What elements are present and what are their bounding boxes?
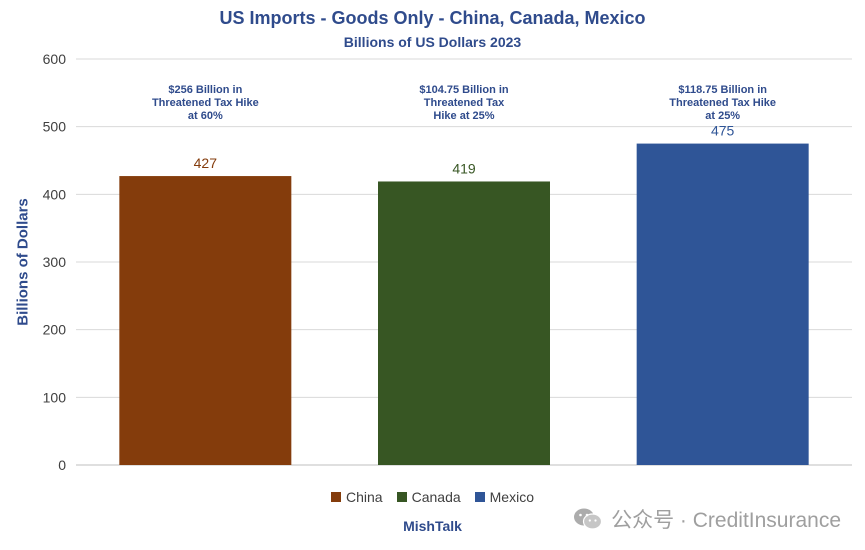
bar-canada <box>378 181 550 465</box>
annotation: $256 Billion in Threatened Tax Hike at 60% <box>152 84 259 122</box>
legend-swatch <box>474 492 485 502</box>
y-tick-label: 500 <box>43 119 67 135</box>
legend: China Canada Mexico <box>0 489 865 505</box>
bar-china <box>119 176 292 465</box>
y-tick-label: 600 <box>43 51 67 67</box>
legend-item-mexico: Mexico <box>474 489 534 505</box>
footer-source: MishTalk <box>403 518 462 534</box>
y-tick-label: 100 <box>43 389 67 405</box>
watermark: 公众号 · CreditInsurance <box>573 504 841 534</box>
legend-swatch <box>331 492 341 502</box>
y-tick-label: 400 <box>43 186 67 202</box>
legend-item-canada: Canada <box>396 489 461 505</box>
legend-label: China <box>346 489 383 505</box>
wechat-icon <box>574 508 603 530</box>
bar-mexico <box>636 143 809 466</box>
legend-swatch <box>396 492 407 502</box>
annotation: $104.75 Billion in Threatened Tax Hike at … <box>419 84 509 122</box>
y-tick-label: 300 <box>43 254 67 270</box>
annotation: $118.75 Billion in Threatened Tax Hike at … <box>669 84 776 122</box>
y-tick-label: 200 <box>43 322 67 338</box>
legend-item-china: China <box>331 489 383 505</box>
chart-title: US Imports - Goods Only - China, Canada,… <box>219 8 646 28</box>
data-label: 475 <box>711 123 735 139</box>
legend-label: Canada <box>411 489 461 505</box>
chart-subtitle: Billions of US Dollars 2023 <box>343 34 522 50</box>
y-tick-label: 0 <box>58 457 66 473</box>
data-label: 427 <box>194 155 218 171</box>
watermark-text: 公众号 · CreditInsurance <box>611 509 841 532</box>
data-label: 419 <box>452 160 476 176</box>
legend-label: Mexico <box>489 489 534 505</box>
